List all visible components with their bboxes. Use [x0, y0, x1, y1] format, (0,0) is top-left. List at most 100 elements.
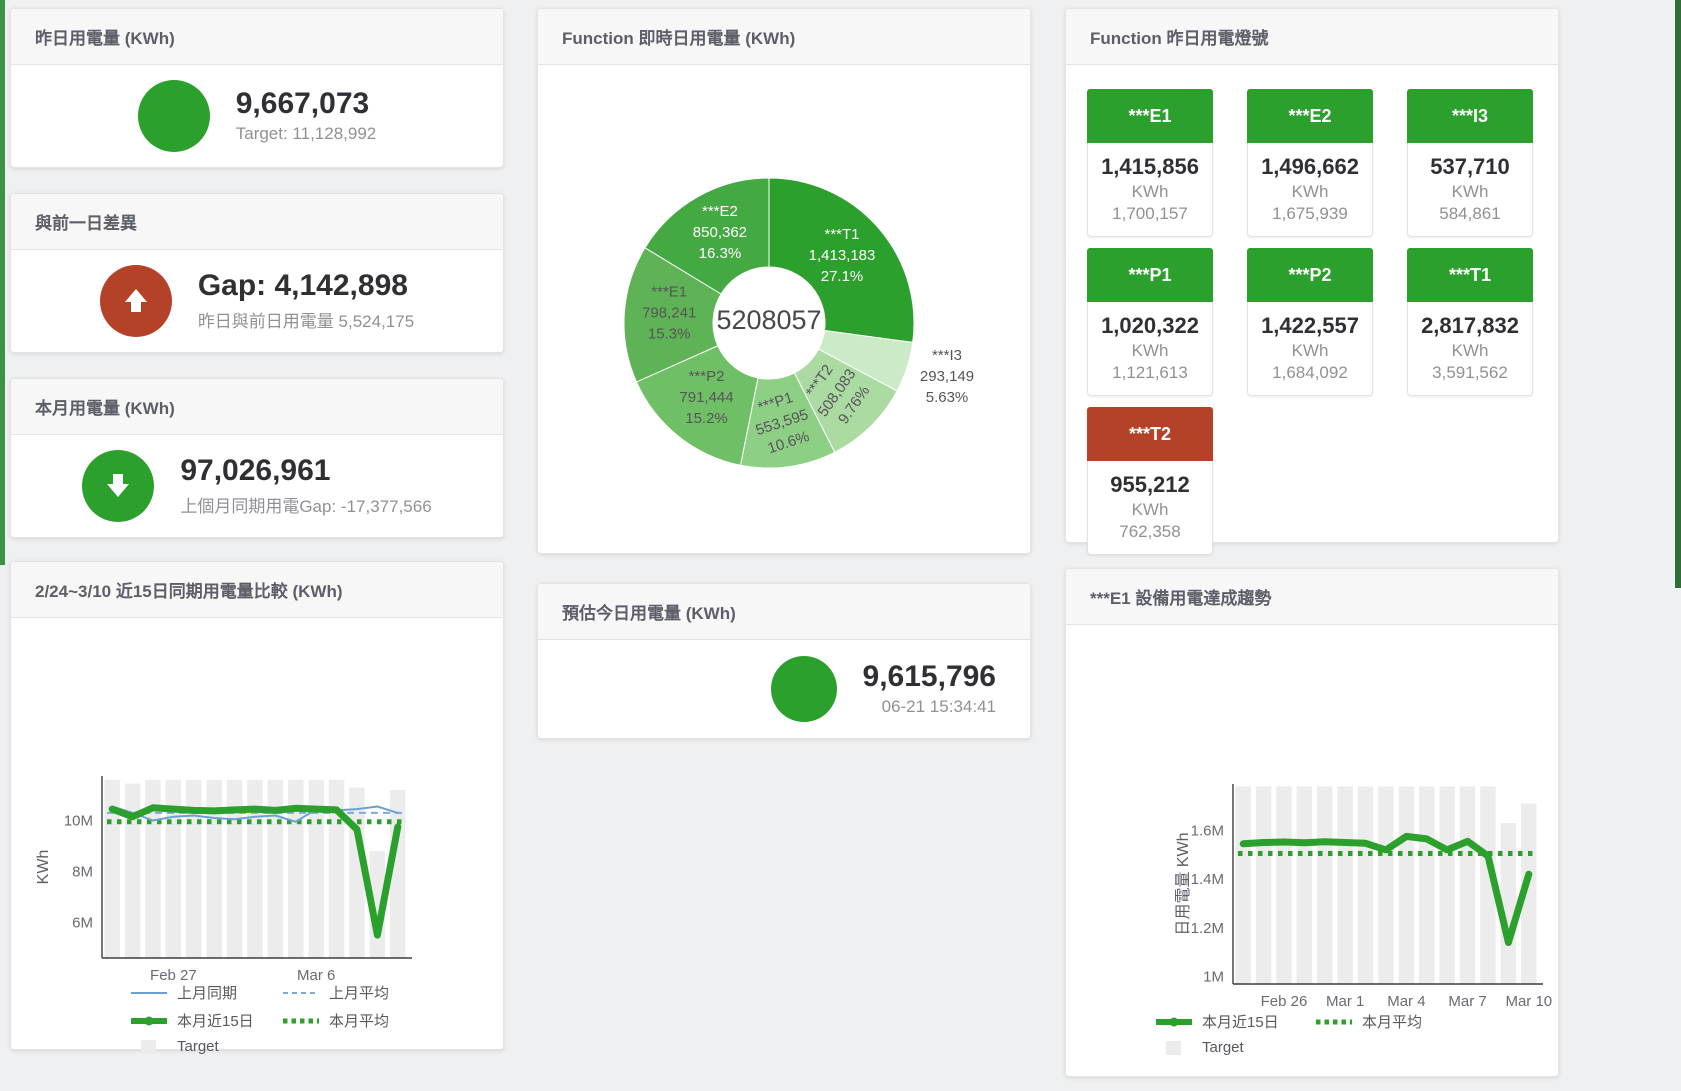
legend-label: 本月近15日 — [1202, 1014, 1279, 1031]
light-tile-unit: KWh — [1451, 341, 1489, 360]
dotted-swatch-icon — [283, 1018, 319, 1023]
legend-row: Target — [129, 1038, 433, 1055]
target-bar — [1500, 823, 1517, 984]
light-tile-value: 537,710 — [1430, 154, 1510, 179]
legend-label: 本月平均 — [1362, 1014, 1423, 1031]
target-bar — [1521, 803, 1537, 984]
legend-item[interactable]: 本月近15日 — [129, 1010, 281, 1031]
panel-title: Function 即時日用電量 (KWh) — [538, 9, 1030, 65]
target-bar — [1296, 786, 1313, 984]
donut-slice — [635, 345, 759, 466]
target-bar — [1378, 786, 1394, 984]
y-tick-label: 1.2M — [1191, 920, 1224, 937]
target-bar — [1317, 786, 1333, 984]
donut-slice-label: ***E1 798,241 15.3% — [642, 284, 696, 343]
light-tile-target: 1,121,613 — [1112, 363, 1188, 382]
donut-chart: ***T1 1,413,183 27.1% ***I3 293,149 5.63% ***T… — [623, 177, 974, 469]
compare-legend: 上月同期 上月平均本月近15日 本月平均 Target — [129, 982, 433, 1062]
light-tile-body: 955,212 KWh 762,358 — [1088, 472, 1212, 542]
legend-row: Target — [1154, 1039, 1474, 1056]
y-tick-label: 1.4M — [1191, 871, 1224, 888]
panel-title: 預估今日用電量 (KWh) — [538, 584, 1030, 640]
series-line — [111, 805, 399, 823]
target-bar — [124, 783, 141, 958]
light-tile-value: 1,415,856 — [1101, 154, 1199, 179]
target-bar — [206, 779, 222, 958]
target-bar — [1398, 786, 1415, 984]
thickline-swatch-icon — [131, 1016, 167, 1025]
light-tile: ***E1 1,415,856 KWh 1,700,157 — [1087, 89, 1213, 237]
light-tile-value: 1,496,662 — [1261, 154, 1359, 179]
legend-row: 上月同期 上月平均 — [129, 982, 433, 1003]
light-tile: ***I3 537,710 KWh 584,861 — [1407, 89, 1533, 237]
svg-text:***E1: ***E1 — [651, 284, 687, 301]
light-tile: ***T2 955,212 KWh 762,358 — [1087, 407, 1213, 555]
light-tile-unit: KWh — [1291, 341, 1329, 360]
target-bar — [1357, 786, 1374, 984]
yesterday-usage-target: Target: 11,128,992 — [235, 124, 377, 144]
legend-label: 本月平均 — [329, 1013, 390, 1030]
legend-item[interactable]: 上月同期 — [129, 982, 281, 1003]
y-tick-label: 6M — [72, 914, 93, 931]
target-bar — [226, 779, 243, 958]
x-tick-label: Mar 4 — [1387, 993, 1425, 1010]
light-tile-unit: KWh — [1291, 182, 1329, 201]
target-bar — [1480, 786, 1496, 984]
donut-slice-label: ***I3 293,149 5.63% — [920, 347, 974, 406]
legend-label: 上月同期 — [177, 985, 238, 1002]
target-bar — [1419, 786, 1435, 984]
compare-chart: 6M 8M 10M Feb 27 Mar 6 KWh — [35, 776, 412, 984]
donut-slice-label: ***E2 850,362 16.3% — [693, 203, 747, 262]
y-axis-label: KWh — [35, 850, 52, 885]
donut-slice — [644, 177, 770, 295]
y-tick-label: 1.6M — [1191, 822, 1224, 839]
target-bar — [1337, 786, 1353, 984]
svg-text:5.63%: 5.63% — [926, 389, 969, 406]
legend-label: 本月近15日 — [177, 1013, 254, 1030]
legend-item[interactable]: Target — [129, 1038, 281, 1055]
x-tick-label: Mar 7 — [1448, 993, 1486, 1010]
light-tile-body: 1,422,557 KWh 1,684,092 — [1248, 313, 1372, 383]
svg-text:15.3%: 15.3% — [648, 326, 691, 343]
legend-item[interactable]: 上月平均 — [281, 982, 433, 1003]
y-tick-label: 1M — [1203, 969, 1224, 986]
panel-title: ***E1 設備用電達成趨勢 — [1066, 569, 1558, 625]
light-tile-body: 1,020,322 KWh 1,121,613 — [1088, 313, 1212, 383]
light-tile: ***P2 1,422,557 KWh 1,684,092 — [1247, 248, 1373, 396]
legend-item[interactable]: 本月平均 — [281, 1010, 433, 1031]
light-tile-target: 1,675,939 — [1272, 204, 1348, 223]
legend-item[interactable]: Target — [1154, 1039, 1314, 1056]
legend-item[interactable]: 本月近15日 — [1154, 1011, 1314, 1032]
day-gap-sub: 昨日與前日用電量 5,524,175 — [197, 311, 415, 331]
legend-label: Target — [177, 1038, 219, 1055]
svg-text:***T1: ***T1 — [824, 226, 859, 243]
x-tick-label: Feb 26 — [1261, 993, 1308, 1010]
legend-item[interactable]: 本月平均 — [1314, 1011, 1474, 1032]
yesterday-usage-value: 9,667,073 — [235, 86, 370, 120]
box-swatch-icon — [1166, 1040, 1181, 1055]
series-line — [1239, 832, 1533, 946]
target-bar — [247, 779, 263, 958]
panel-title: 2/24~3/10 近15日同期用電量比較 (KWh) — [11, 562, 503, 618]
x-tick-label: Mar 6 — [297, 967, 335, 984]
donut-center-total: 5208057 — [716, 305, 822, 335]
svg-text:***I3: ***I3 — [932, 347, 962, 364]
status-circle-icon — [770, 655, 837, 722]
series-line — [108, 804, 402, 939]
target-bar — [1439, 786, 1455, 984]
donut-slice-label: ***T1 1,413,183 27.1% — [809, 226, 876, 285]
y-tick-label: 10M — [64, 813, 93, 830]
target-bar — [165, 779, 182, 958]
day-gap-value: Gap: 4,142,898 — [197, 269, 408, 303]
light-tile-unit: KWh — [1451, 182, 1489, 201]
svg-text:791,444: 791,444 — [679, 389, 733, 406]
arrow-down-icon — [82, 449, 155, 522]
x-tick-label: Mar 10 — [1505, 993, 1552, 1010]
dashed-swatch-icon — [283, 991, 319, 994]
panel-title: 本月用電量 (KWh) — [11, 379, 503, 435]
target-bar — [1459, 786, 1476, 984]
month-usage-value: 97,026,961 — [180, 454, 331, 488]
light-tile-target: 762,358 — [1119, 522, 1181, 541]
trend-legend: 本月近15日 本月平均 Target — [1154, 1011, 1474, 1063]
